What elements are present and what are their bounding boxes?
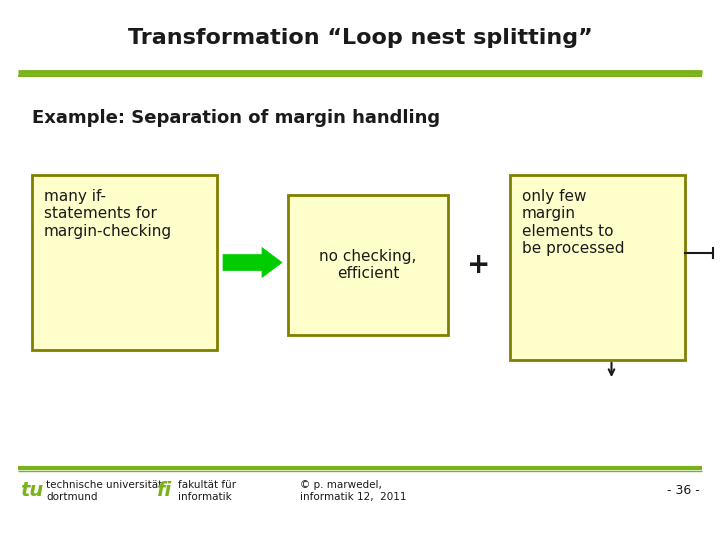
FancyBboxPatch shape [288, 195, 448, 335]
Text: informatik 12,  2011: informatik 12, 2011 [300, 492, 407, 502]
Text: technische universität: technische universität [46, 480, 162, 490]
Text: +: + [467, 251, 491, 279]
Text: only few
margin
elements to
be processed: only few margin elements to be processed [522, 189, 624, 256]
Text: no checking,
efficient: no checking, efficient [319, 249, 417, 281]
Text: tu: tu [20, 481, 43, 500]
FancyBboxPatch shape [32, 175, 217, 350]
Text: Example: Separation of margin handling: Example: Separation of margin handling [32, 109, 440, 127]
FancyBboxPatch shape [510, 175, 685, 360]
Text: - 36 -: - 36 - [667, 484, 700, 497]
Text: many if-
statements for
margin-checking: many if- statements for margin-checking [44, 189, 172, 239]
Polygon shape [223, 247, 282, 278]
Text: dortmund: dortmund [46, 492, 97, 502]
Text: informatik: informatik [178, 492, 232, 502]
Text: © p. marwedel,: © p. marwedel, [300, 480, 382, 490]
Text: Transformation “Loop nest splitting”: Transformation “Loop nest splitting” [127, 28, 593, 48]
Text: fakultät für: fakultät für [178, 480, 236, 490]
Text: fi: fi [156, 481, 171, 500]
